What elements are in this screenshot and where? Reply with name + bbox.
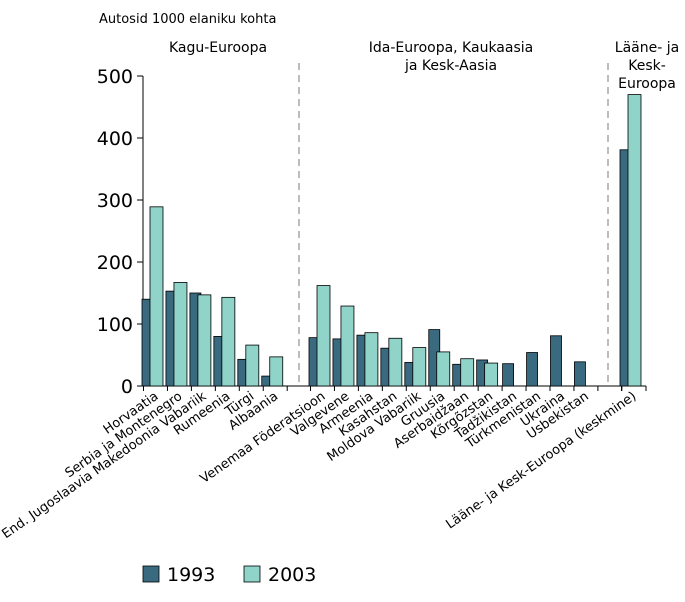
bar-2003 [245,344,260,387]
group-label: Lääne- ja [615,40,679,56]
y-tick-label: 100 [97,314,133,336]
x-tick-label: Serbia ja Montenegro [63,389,186,481]
group-labels: Kagu-Euroopa Ida-Euroopa, Kaukaasia ja Kes… [169,40,679,92]
bar-2003 [364,332,379,387]
bar-2003 [149,206,164,387]
x-tick-label: End. Jugoslaavia Makedoonia Vabariik [0,389,210,542]
bar-2003 [221,296,236,387]
legend-label: 2003 [268,564,316,586]
y-tick-label: 200 [97,252,133,274]
bar-2003 [484,362,499,387]
bar-2003 [627,94,642,387]
bar-2003 [436,351,451,387]
bar-2003 [460,358,475,387]
y-tick-label: 0 [121,376,133,398]
bar-2003 [269,356,284,387]
bar-2003 [340,305,355,387]
group-label: Ida-Euroopa, Kaukaasia [369,40,533,56]
bar-2003 [412,347,427,387]
bar-2003 [388,337,403,387]
group-dividers [298,63,609,386]
bar-1993 [526,352,538,387]
legend: 1993 2003 [142,564,316,586]
group-label: Euroopa [618,76,676,92]
legend-swatch [142,565,160,583]
bar-1993 [574,361,586,387]
legend-label: 1993 [167,564,215,586]
bar-1993 [502,363,515,387]
bar-2003 [197,294,212,387]
group-label: ja Kesk-Aasia [404,58,497,74]
group-label: Kesk- [628,58,666,74]
y-tick-label: 300 [97,190,133,212]
bar-1993 [550,335,562,387]
y-tick-label: 500 [97,66,133,88]
y-axis: 0 100 200 300 400 500 [97,66,144,398]
bar-2003 [173,282,188,387]
group-label: Kagu-Euroopa [169,40,267,56]
legend-swatch [243,565,261,583]
bars [141,94,642,387]
bar-2003 [316,285,331,387]
chart-title: Autosid 1000 elaniku kohta [99,12,276,27]
y-tick-label: 400 [97,128,133,150]
